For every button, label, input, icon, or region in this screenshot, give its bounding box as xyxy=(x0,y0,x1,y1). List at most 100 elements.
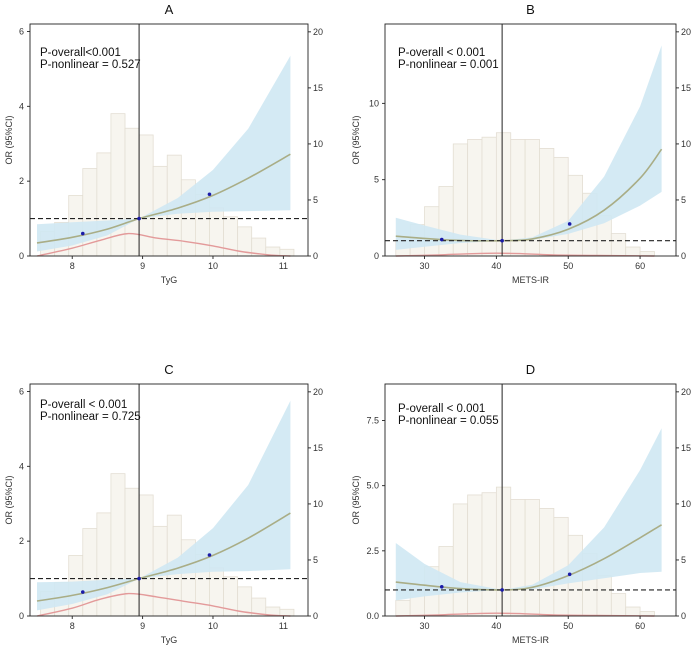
x-tick-label: 8 xyxy=(70,621,75,631)
right-y-tick-label: 15 xyxy=(681,443,691,453)
knot-point xyxy=(137,216,141,221)
histogram-bar xyxy=(467,494,483,617)
knot-point xyxy=(137,576,141,581)
knot-point xyxy=(80,590,85,594)
y-tick-label: 6 xyxy=(19,26,24,36)
knot-point xyxy=(500,588,504,592)
p-value-annotation: P-overall < 0.001 xyxy=(40,399,127,411)
x-tick-label: 9 xyxy=(140,261,145,271)
right-y-tick-label: 0 xyxy=(313,251,318,261)
y-tick-label: 2 xyxy=(19,176,24,186)
knot-point xyxy=(567,572,572,577)
knot-point xyxy=(500,238,504,243)
ci-band xyxy=(395,45,662,250)
p-value-annotation: P-overall<0.001 xyxy=(40,47,121,59)
y-tick-label: 0 xyxy=(19,251,24,261)
histogram-bar xyxy=(510,499,526,617)
plot-frame xyxy=(29,23,309,257)
or-curve xyxy=(395,148,663,242)
knot-point xyxy=(439,585,444,589)
histogram-bar xyxy=(495,486,512,617)
histogram-bar xyxy=(395,599,411,617)
right-y-tick-label: 0 xyxy=(681,251,686,261)
knot-point xyxy=(207,553,212,557)
knot-point xyxy=(567,222,572,226)
x-axis-label: TyG xyxy=(161,275,178,285)
right-y-tick-label: 5 xyxy=(681,555,686,565)
histogram-bar xyxy=(138,494,154,617)
histogram-bar xyxy=(124,487,140,617)
x-axis-label: METS-IR xyxy=(512,635,549,645)
histogram-bar xyxy=(138,134,154,257)
histogram-bar xyxy=(481,492,497,617)
y-axis-label: OR (95%CI) xyxy=(351,115,361,164)
plot-frame xyxy=(384,383,677,617)
p-value-annotation: P-nonlinear = 0.001 xyxy=(398,59,499,71)
histogram-bar xyxy=(610,593,627,617)
x-tick-label: 60 xyxy=(635,261,645,271)
histogram-bar xyxy=(524,499,540,617)
y-tick-label: 2 xyxy=(19,536,24,546)
density-curve xyxy=(36,592,291,617)
y-tick-label: 0 xyxy=(19,611,24,621)
x-tick-label: 10 xyxy=(208,621,218,631)
x-tick-label: 11 xyxy=(279,621,288,631)
y-tick-label: 0 xyxy=(374,251,379,261)
right-y-tick-label: 10 xyxy=(313,139,323,149)
histogram-bar xyxy=(209,567,224,617)
y-tick-label: 7.5 xyxy=(366,415,379,425)
y-tick-label: 6 xyxy=(19,386,24,396)
y-tick-label: 5.0 xyxy=(366,481,379,491)
histogram-bar xyxy=(539,508,555,617)
x-tick-label: 50 xyxy=(563,261,573,271)
x-tick-label: 40 xyxy=(491,261,501,271)
p-value-annotation: P-overall < 0.001 xyxy=(398,403,485,415)
histogram-bar xyxy=(625,246,641,257)
density-curve xyxy=(36,232,291,257)
p-value-annotation: P-overall < 0.001 xyxy=(398,47,485,59)
x-tick-label: 10 xyxy=(208,261,218,271)
right-y-tick-label: 0 xyxy=(681,611,686,621)
histogram-bar xyxy=(539,148,555,257)
x-tick-label: 11 xyxy=(279,261,288,271)
histogram-bar xyxy=(610,233,627,257)
x-tick-label: 30 xyxy=(420,621,430,631)
right-y-tick-label: 10 xyxy=(681,499,691,509)
ci-band xyxy=(395,428,662,601)
right-y-tick-label: 20 xyxy=(681,27,691,37)
ci-band xyxy=(37,400,291,611)
x-tick-label: 9 xyxy=(140,621,145,631)
y-tick-label: 4 xyxy=(19,461,24,471)
right-y-tick-label: 15 xyxy=(681,83,691,93)
x-axis-label: TyG xyxy=(161,635,178,645)
x-tick-label: 8 xyxy=(70,261,75,271)
panel-title: A xyxy=(165,2,174,17)
histogram-bar xyxy=(625,606,641,617)
or-curve xyxy=(36,153,291,244)
histogram-bar xyxy=(596,575,612,617)
panel-title: B xyxy=(526,2,535,17)
right-y-tick-label: 5 xyxy=(313,555,318,565)
y-axis-label: OR (95%CI) xyxy=(4,475,14,524)
x-tick-label: 30 xyxy=(420,261,430,271)
right-y-tick-label: 0 xyxy=(313,611,318,621)
histogram-bar xyxy=(209,207,224,257)
x-tick-label: 40 xyxy=(491,621,501,631)
right-y-tick-label: 10 xyxy=(681,139,691,149)
right-y-tick-label: 20 xyxy=(313,387,323,397)
x-axis-label: METS-IR xyxy=(512,275,549,285)
p-value-annotation: P-nonlinear = 0.725 xyxy=(40,411,141,423)
y-tick-label: 10 xyxy=(369,98,379,108)
panel-D: 30 40 50 60 0.0 2.5 5.0 7.5 0 5 10 15 20 D METS-IR OR (… xyxy=(351,362,691,645)
right-y-tick-label: 5 xyxy=(681,195,686,205)
histogram-bar xyxy=(96,512,112,617)
p-value-annotation: P-nonlinear = 0.527 xyxy=(40,59,141,71)
right-y-tick-label: 5 xyxy=(313,195,318,205)
y-tick-label: 5 xyxy=(374,175,379,185)
panel-A: 8 9 10 11 0 2 4 6 0 5 10 15 20 A TyG OR (95%CI) P-overal… xyxy=(4,2,323,285)
histogram-bar xyxy=(124,127,140,257)
y-tick-label: 4 xyxy=(19,101,24,111)
histogram-bar xyxy=(452,503,469,617)
right-y-tick-label: 20 xyxy=(681,387,691,397)
